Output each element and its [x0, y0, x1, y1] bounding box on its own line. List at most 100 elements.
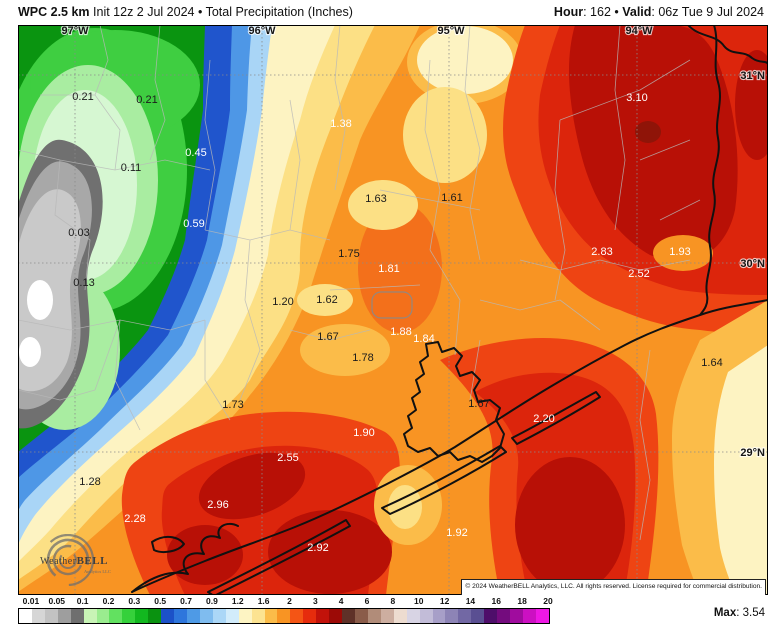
precip-value-label: 1.78: [352, 352, 373, 364]
graticule-label: 31°N: [740, 70, 765, 82]
colorbar-segment: [406, 609, 420, 623]
colorbar-segment: [497, 609, 511, 623]
patch-dark-orange: [358, 203, 442, 333]
houston-beltway: [371, 291, 413, 319]
colorbar-tick-label: 20: [543, 596, 553, 606]
graticule-label: 97°W: [61, 25, 89, 37]
blob-dark-red-edge: [735, 50, 768, 160]
precip-value-label: 2.96: [207, 499, 228, 511]
colorbar-segment: [445, 609, 459, 623]
colorbar-tick-label: 0.01: [22, 596, 40, 606]
colorbar: [18, 608, 550, 624]
precip-value-label: 1.93: [669, 246, 690, 258]
patch-cream-top: [417, 26, 513, 94]
colorbar-tick-label: 0.7: [180, 596, 192, 606]
colorbar-segment: [225, 609, 239, 623]
band-cream-east: [714, 345, 768, 595]
colorbar-tick-label: 0.5: [154, 596, 167, 606]
header-bar: WPC 2.5 km Init 12z 2 Jul 2024 • Total P…: [0, 0, 768, 25]
colorbar-segment: [303, 609, 317, 623]
graticule-label: 96°W: [248, 25, 276, 37]
colorbar-segment: [393, 609, 407, 623]
colorbar-tick-label: 1.2: [231, 596, 244, 606]
colorbar-tick-label: 0.9: [205, 596, 218, 606]
colorbar-tick-label: 0.05: [48, 596, 66, 606]
colorbar-segment: [31, 609, 45, 623]
colorbar-tick-label: 3: [312, 596, 318, 606]
colorbar-tick-label: 16: [491, 596, 502, 606]
colorbar-segment: [535, 609, 549, 623]
precip-value-label: 2.92: [307, 542, 328, 554]
valid-value: : 06z Tue 9 Jul 2024: [651, 5, 764, 19]
colorbar-segment: [57, 609, 71, 623]
colorbar-segment: [367, 609, 381, 623]
colorbar-segment: [186, 609, 200, 623]
colorbar-tick-label: 8: [390, 596, 396, 606]
precip-value-label: 1.64: [701, 357, 722, 369]
colorbar-segment: [329, 609, 343, 623]
precip-value-label: 0.03: [68, 227, 89, 239]
precip-value-label: 1.75: [338, 248, 359, 260]
precip-value-label: 2.28: [124, 513, 145, 525]
precip-value-label: 0.13: [73, 277, 94, 289]
max-number: : 3.54: [736, 607, 765, 619]
precip-value-label: 0.21: [72, 91, 93, 103]
blob-white-min: [27, 280, 53, 320]
colorbar-tick-label: 4: [338, 596, 344, 606]
colorbar-segment: [510, 609, 523, 623]
colorbar-segment: [342, 609, 355, 623]
precip-value-label: 1.73: [222, 399, 243, 411]
hour-value: : 162 •: [583, 5, 623, 19]
colorbar-tick-label: 12: [439, 596, 450, 606]
colorbar-segment: [471, 609, 485, 623]
colorbar-segment: [70, 609, 84, 623]
colorbar-segment: [174, 609, 187, 623]
colorbar-segment: [354, 609, 368, 623]
precip-value-label: 0.59: [183, 218, 204, 230]
graticule-label: 94°W: [625, 25, 653, 37]
county-boundaries: [18, 25, 701, 541]
hour-label: Hour: [553, 5, 584, 19]
blob-dark-red-sc: [167, 525, 243, 585]
colorbar-segment: [109, 609, 123, 623]
colorbar-segment: [419, 609, 433, 623]
precip-value-label: 2.55: [277, 452, 298, 464]
colorbar-segment: [277, 609, 291, 623]
colorbar-segment: [484, 609, 498, 623]
graticule-lines: [18, 25, 768, 595]
precip-value-label: 3.10: [626, 92, 647, 104]
colorbar-segment: [380, 609, 394, 623]
colorbar-segment: [458, 609, 472, 623]
precip-value-label: 0.11: [121, 162, 142, 174]
colorbar-segment: [199, 609, 213, 623]
precip-value-label: 1.67: [468, 398, 489, 410]
blob-white-min: [19, 337, 41, 367]
colorbar-segment: [161, 609, 175, 623]
colorbar-segment: [148, 609, 162, 623]
colorbar-segment: [44, 609, 58, 623]
coastline: [131, 25, 768, 595]
colorbar-tick-label: 2: [287, 596, 292, 606]
legend-area: 0.01 0.05 0.1 0.2 0.3 0.5 0.7 0.9 1.2 1.6 2 3 4 6 8 10 1…: [0, 595, 768, 631]
validity-info: Hour: 162 • Valid: 06z Tue 9 Jul 2024: [554, 5, 764, 19]
precip-value-label: 1.20: [272, 296, 293, 308]
precip-value-label: 1.63: [365, 193, 386, 205]
colorbar-segment: [316, 609, 330, 623]
colorbar-segment: [264, 609, 278, 623]
blob-dark-red-sc: [198, 452, 306, 520]
colorbar-segment: [432, 609, 446, 623]
blob-deep-red: [635, 121, 661, 143]
colorbar-segment: [238, 609, 252, 623]
patch-yellow: [403, 87, 487, 183]
patch-yellow: [297, 284, 353, 316]
blob-dark-red-sc: [268, 510, 392, 594]
precip-value-label: 1.90: [353, 427, 374, 439]
map-title: WPC 2.5 km Init 12z 2 Jul 2024 • Total P…: [18, 5, 353, 19]
colorbar-tick-label: 0.3: [128, 596, 141, 606]
colorbar-segment: [290, 609, 304, 623]
graticule-label: 29°N: [740, 447, 765, 459]
precip-value-label: 0.21: [136, 94, 157, 106]
colorbar-tick-label: 14: [465, 596, 476, 606]
colorbar-segment: [251, 609, 265, 623]
